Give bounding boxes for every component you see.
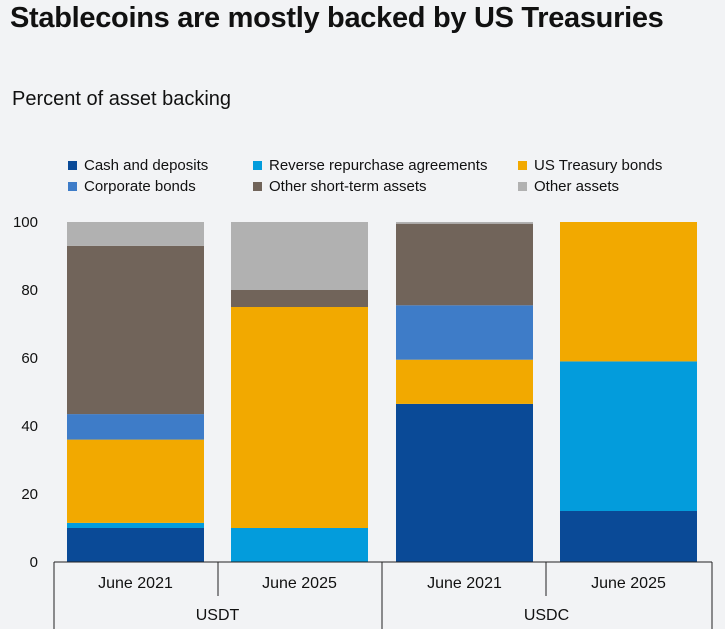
legend-label: Other short-term assets [269, 178, 427, 195]
y-tick-label: 0 [30, 554, 38, 571]
legend-swatch [253, 182, 262, 191]
x-tick-label: June 2021 [98, 575, 173, 592]
legend-swatch [68, 161, 77, 170]
group-label: USDT [196, 607, 240, 624]
bar-segment [67, 222, 204, 246]
legend-item: Reverse repurchase agreements [253, 157, 518, 174]
x-tick-label: June 2025 [262, 575, 337, 592]
legend-item: Other assets [518, 178, 718, 195]
legend-item: Cash and deposits [68, 157, 253, 174]
y-tick-label: 80 [21, 282, 38, 299]
bar-segment [396, 305, 533, 360]
legend-item: Other short-term assets [253, 178, 518, 195]
legend-item: Corporate bonds [68, 178, 253, 195]
bar-segment [396, 359, 533, 404]
legend-item: US Treasury bonds [518, 157, 718, 174]
bar-segment [231, 222, 368, 290]
bar-segment [67, 528, 204, 562]
legend-label: Reverse repurchase agreements [269, 157, 488, 174]
bar-segment [67, 245, 204, 415]
bar-segment [67, 414, 204, 440]
bar-segment [231, 307, 368, 528]
bar-segment [396, 403, 533, 562]
x-tick-label: June 2021 [427, 575, 502, 592]
legend-label: Corporate bonds [84, 178, 196, 195]
y-tick-label: 100 [13, 214, 38, 231]
chart-title: Stablecoins are mostly backed by US Trea… [10, 2, 664, 34]
legend-label: US Treasury bonds [534, 157, 663, 174]
y-tick-label: 60 [21, 350, 38, 367]
legend-label: Cash and deposits [84, 157, 209, 174]
y-tick-label: 20 [21, 486, 38, 503]
bar-segment [231, 290, 368, 307]
bar-segment [560, 361, 697, 511]
bar-segment [67, 439, 204, 523]
bar-segment [396, 223, 533, 306]
x-tick-label: June 2025 [591, 575, 666, 592]
legend-swatch [253, 161, 262, 170]
legend-label: Other assets [534, 178, 620, 195]
y-tick-label: 40 [21, 418, 38, 435]
bar-segment [231, 528, 368, 562]
bar-segment [67, 522, 204, 528]
bar-segment [396, 222, 533, 224]
group-label: USDC [524, 607, 569, 624]
bar-segment [560, 222, 697, 362]
legend-swatch [518, 161, 527, 170]
legend-swatch [518, 182, 527, 191]
legend-swatch [68, 182, 77, 191]
legend: Cash and deposits Reverse repurchase agre… [68, 157, 718, 195]
bar-segment [560, 511, 697, 562]
y-axis-label: Percent of asset backing [12, 88, 232, 110]
